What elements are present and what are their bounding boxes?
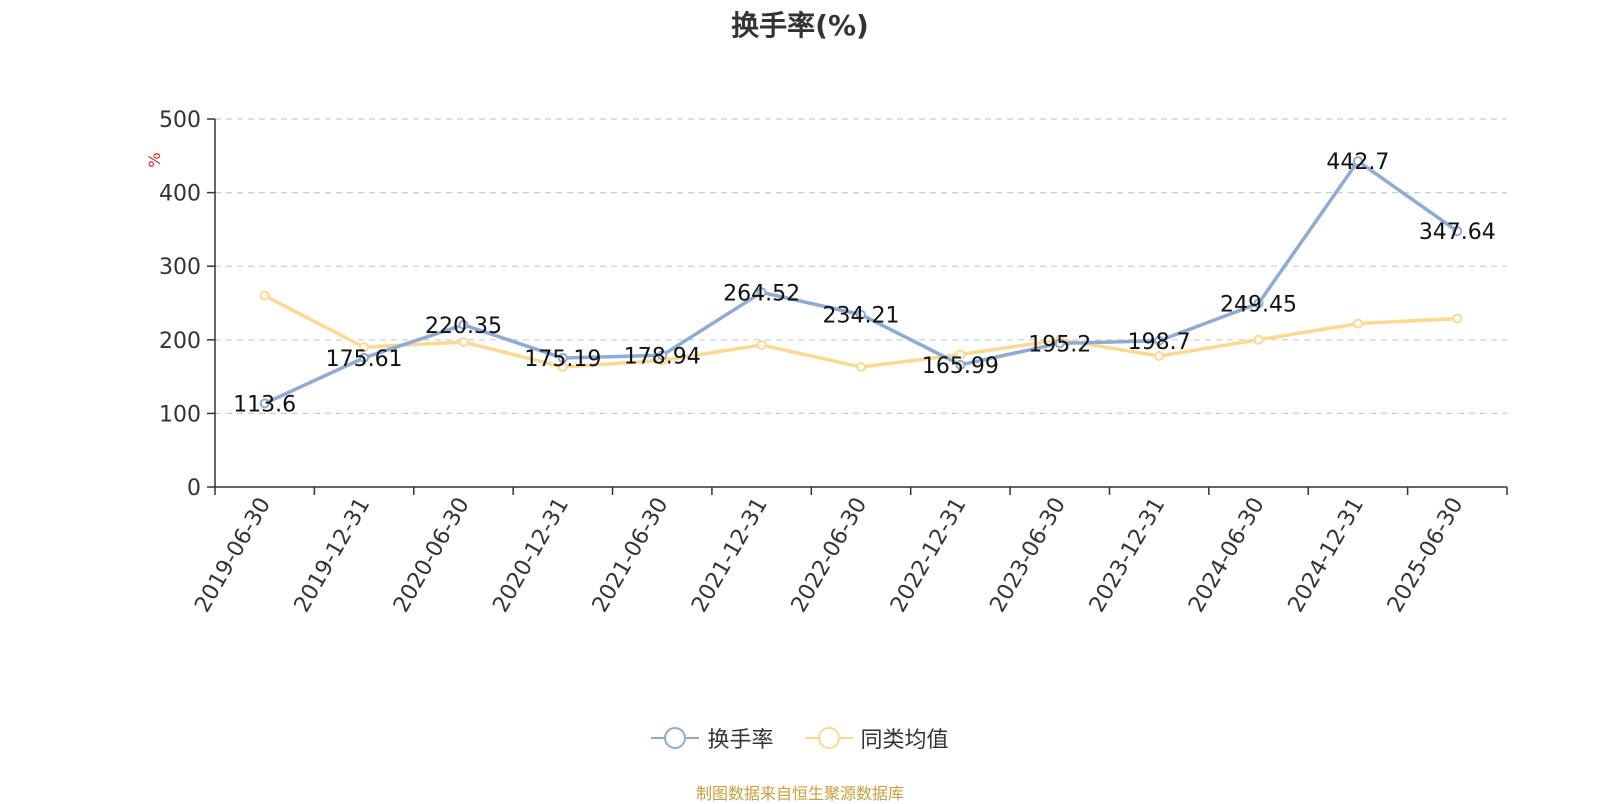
data-point[interactable]	[458, 337, 469, 348]
legend-label-peer-average: 同类均值	[860, 728, 949, 753]
legend-item-turnover[interactable]: 换手率	[651, 722, 774, 754]
data-label: 347.64	[1419, 220, 1496, 245]
chart-title: 换手率(%)	[731, 9, 869, 42]
y-tick-label: 200	[159, 329, 201, 354]
data-point[interactable]	[359, 342, 370, 353]
data-point[interactable]	[1054, 338, 1065, 349]
y-tick-label: 300	[159, 255, 201, 280]
data-point[interactable]	[756, 339, 767, 350]
data-label: 165.99	[922, 354, 999, 379]
data-point[interactable]	[1352, 156, 1363, 167]
data-point[interactable]	[1452, 313, 1463, 324]
y-axis-unit-label: %	[145, 152, 164, 167]
y-tick-label: 400	[159, 182, 201, 207]
data-point[interactable]	[756, 287, 767, 298]
data-label: 220.35	[425, 314, 502, 339]
legend-circle-icon	[804, 727, 853, 749]
data-point[interactable]	[259, 398, 270, 409]
data-label: 175.19	[524, 347, 601, 372]
data-point[interactable]	[557, 353, 568, 364]
x-tick-label: 2019-06-30	[190, 494, 276, 617]
legend-label-turnover: 换手率	[707, 728, 774, 753]
data-label: 234.21	[823, 304, 900, 329]
data-label: 178.94	[624, 344, 701, 369]
data-label: 175.61	[326, 347, 403, 372]
x-tick-label: 2021-06-30	[588, 494, 674, 617]
x-tick-label: 2022-12-31	[886, 494, 972, 617]
y-tick-label: 100	[159, 402, 201, 427]
data-label: 249.45	[1220, 292, 1297, 317]
data-labels: 113.6 175.61 220.35 175.19 178.94 264.52 234.2…	[233, 150, 1496, 417]
x-tick-label: 2023-06-30	[985, 494, 1071, 617]
data-label: 264.52	[723, 281, 800, 306]
data-point[interactable]	[458, 319, 469, 330]
x-tick-label: 2024-06-30	[1184, 494, 1270, 617]
legend-circle-icon	[651, 727, 700, 749]
data-label: 198.7	[1128, 330, 1191, 355]
x-tick-label: 2023-12-31	[1085, 494, 1171, 617]
source-note: 制图数据来自恒生聚源数据库	[695, 784, 904, 803]
x-tick-label: 2020-06-30	[389, 494, 475, 617]
data-point[interactable]	[1253, 334, 1264, 345]
data-point[interactable]	[856, 362, 866, 373]
x-tick-label: 2020-12-31	[488, 494, 574, 617]
legend: 换手率 同类均值	[0, 722, 1600, 756]
data-point[interactable]	[1154, 335, 1165, 346]
data-point[interactable]	[955, 359, 966, 370]
data-point[interactable]	[856, 309, 866, 320]
x-tick-label: 2025-06-30	[1383, 494, 1469, 617]
x-tick-label: 2024-12-31	[1284, 494, 1370, 617]
data-label: 195.2	[1028, 332, 1091, 357]
series	[259, 156, 1463, 409]
y-tick-label: 0	[187, 476, 201, 501]
data-point[interactable]	[1452, 226, 1463, 237]
y-tick-label: 500	[159, 108, 201, 133]
data-point[interactable]	[1154, 350, 1165, 361]
data-point[interactable]	[657, 350, 668, 361]
data-label: 113.6	[233, 392, 296, 417]
data-label: 442.7	[1326, 150, 1389, 175]
data-point[interactable]	[1352, 318, 1363, 329]
data-point[interactable]	[359, 352, 370, 363]
data-point[interactable]	[1253, 298, 1264, 309]
x-tick-label: 2021-12-31	[687, 494, 773, 617]
data-point[interactable]	[259, 290, 270, 301]
data-point[interactable]	[955, 349, 966, 360]
legend-item-peer-average[interactable]: 同类均值	[804, 722, 949, 754]
x-tick-label: 2022-06-30	[787, 494, 873, 617]
x-tick-label: 2019-12-31	[290, 494, 376, 617]
